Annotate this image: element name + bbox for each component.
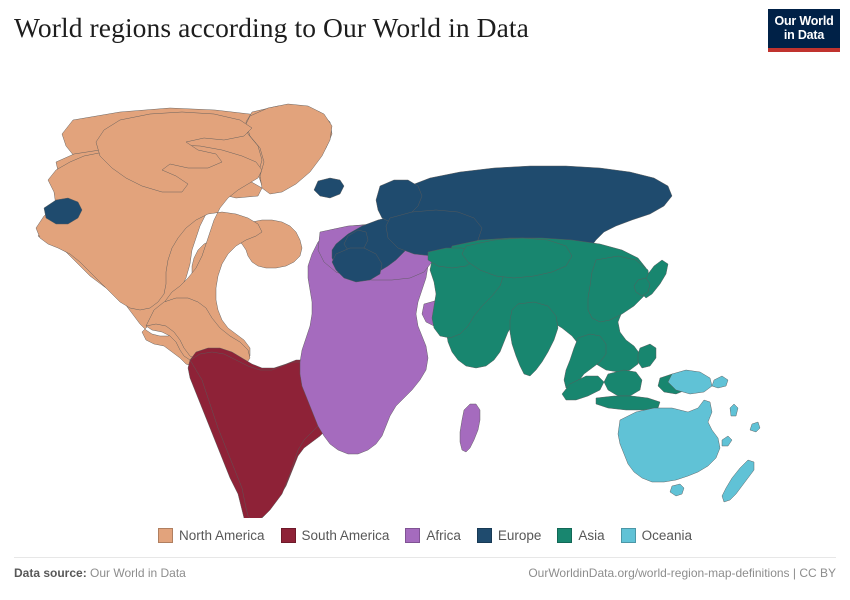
shape-central-asia[interactable] xyxy=(461,237,573,279)
shape-korea[interactable] xyxy=(633,277,651,297)
shape-vanuatu[interactable] xyxy=(729,403,739,417)
legend-item-oceania[interactable]: Oceania xyxy=(620,528,692,543)
legend-swatch-south-america xyxy=(280,528,296,543)
legend-label-asia: Asia xyxy=(578,528,605,543)
shape-africa[interactable] xyxy=(299,223,429,455)
shape-new-caledonia[interactable] xyxy=(721,435,733,447)
legend-item-south-america[interactable]: South America xyxy=(280,528,390,543)
shape-new-zealand[interactable] xyxy=(721,459,755,503)
owid-logo-line1: Our World xyxy=(774,14,834,28)
map-legend: North America South America Africa Europ… xyxy=(0,528,850,543)
legend-swatch-africa xyxy=(405,528,421,543)
shape-indonesia-sumatra[interactable] xyxy=(561,375,605,401)
region-asia[interactable] xyxy=(427,237,689,411)
shape-india[interactable] xyxy=(509,301,559,377)
shape-madagascar[interactable] xyxy=(459,403,481,453)
legend-swatch-europe xyxy=(476,528,492,543)
legend-swatch-asia xyxy=(557,528,573,543)
region-oceania[interactable] xyxy=(617,369,761,503)
shape-south-america-detail[interactable] xyxy=(189,351,329,518)
data-source-value: Our World in Data xyxy=(90,566,186,580)
owid-logo-line2: in Data xyxy=(783,27,825,42)
shape-borneo[interactable] xyxy=(603,369,643,397)
map-svg xyxy=(35,103,761,518)
chart-footer: Data source: Our World in Data OurWorldi… xyxy=(14,566,836,580)
data-source: Data source: Our World in Data xyxy=(14,566,186,580)
shape-iberia-france[interactable] xyxy=(331,247,383,283)
shape-alaska[interactable] xyxy=(43,197,83,225)
shape-philippines[interactable] xyxy=(637,343,657,369)
chart-header: World regions according to Our World in … xyxy=(0,0,850,70)
page-title: World regions according to Our World in … xyxy=(14,12,529,43)
legend-swatch-oceania xyxy=(620,528,636,543)
data-source-label: Data source: xyxy=(14,566,87,580)
region-north-america-shapes[interactable] xyxy=(35,103,333,365)
shape-sulawesi-java[interactable] xyxy=(595,395,661,411)
legend-label-south-america: South America xyxy=(301,528,390,543)
world-region-map[interactable] xyxy=(0,68,850,518)
legend-label-europe: Europe xyxy=(497,528,542,543)
footer-divider xyxy=(14,557,836,558)
legend-label-north-america: North America xyxy=(179,528,265,543)
owid-logo[interactable]: Our World in Data xyxy=(768,9,840,52)
shape-fiji-islands[interactable] xyxy=(749,421,761,433)
shape-canadian-arctic[interactable] xyxy=(95,111,253,193)
shape-iceland[interactable] xyxy=(313,177,345,199)
attribution-link[interactable]: OurWorldinData.org/world-region-map-defi… xyxy=(528,566,836,580)
shape-china-east[interactable] xyxy=(587,255,651,323)
shape-southeast-asia[interactable] xyxy=(563,333,607,389)
shape-tasmania[interactable] xyxy=(669,483,685,497)
legend-item-europe[interactable]: Europe xyxy=(476,528,542,543)
shape-solomon-islands[interactable] xyxy=(711,375,729,389)
shape-papua-new-guinea[interactable] xyxy=(667,369,713,395)
legend-item-asia[interactable]: Asia xyxy=(557,528,605,543)
region-south-america[interactable] xyxy=(187,347,337,518)
legend-label-africa: Africa xyxy=(426,528,461,543)
legend-label-oceania: Oceania xyxy=(641,528,692,543)
legend-item-north-america[interactable]: North America xyxy=(158,528,265,543)
shape-greenland[interactable] xyxy=(245,103,333,195)
legend-item-africa[interactable]: Africa xyxy=(405,528,461,543)
shape-australia[interactable] xyxy=(617,399,721,483)
legend-swatch-north-america xyxy=(158,528,174,543)
